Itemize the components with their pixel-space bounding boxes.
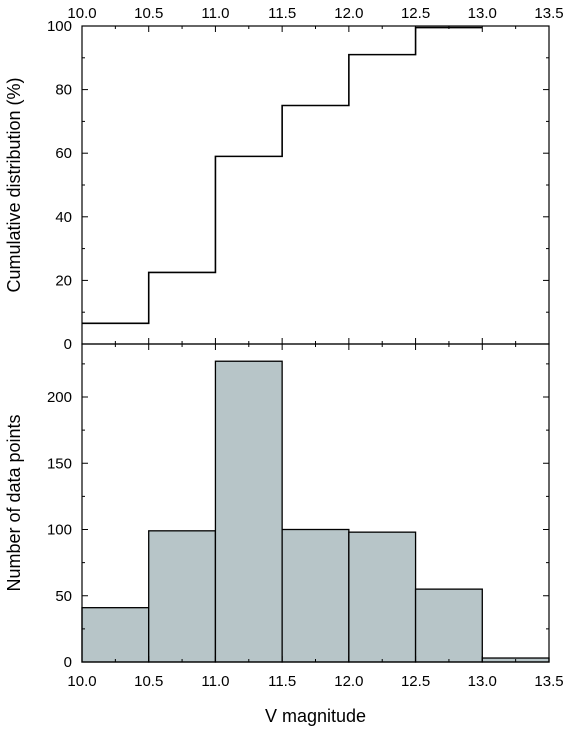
bottom-y-tick-label: 100 — [47, 522, 72, 539]
top-y-tick-label: 80 — [55, 82, 72, 99]
histogram-bar — [81, 607, 150, 663]
top-y-tick-label: 60 — [55, 145, 72, 162]
bottom-x-tick-label: 11.0 — [201, 673, 229, 690]
histogram-bar — [281, 528, 350, 663]
bottom-y-axis-title: Number of data points — [4, 414, 24, 591]
histogram-bar — [148, 530, 217, 663]
top-plot-frame — [81, 25, 550, 345]
top-x-tick-label: 13.5 — [534, 5, 563, 22]
top-y-tick-label: 20 — [55, 272, 72, 289]
histogram-bar — [348, 531, 417, 663]
cumulative-distribution-panel: 10.0 10.5 11.0 11.5 12.0 12.5 13.0 13.5 0 20 40 60 8… — [4, 5, 564, 353]
top-y-axis-title: Cumulative distribution (%) — [4, 77, 24, 292]
top-x-tick-label: 13.0 — [468, 5, 497, 22]
bottom-y-tick-label: 150 — [47, 455, 72, 472]
bottom-x-tick-label: 10.5 — [134, 673, 163, 690]
bottom-y-tick-label: 50 — [55, 588, 72, 605]
bottom-y-tick-label: 0 — [64, 654, 72, 671]
bottom-x-tick-label: 12.0 — [334, 673, 363, 690]
top-x-tick-label: 11.0 — [201, 5, 229, 22]
histogram-bar — [414, 588, 483, 663]
cumulative-step-line — [82, 26, 483, 325]
bottom-x-tick-label: 10.0 — [67, 673, 96, 690]
x-axis-title: V magnitude — [265, 706, 366, 726]
top-x-tick-label: 12.0 — [334, 5, 363, 22]
bottom-x-tick-label: 12.5 — [401, 673, 430, 690]
top-x-tick-label: 10.5 — [134, 5, 163, 22]
top-y-tick-label: 100 — [47, 18, 72, 35]
histogram-panel: 10.0 10.5 11.0 11.5 12.0 12.5 13.0 13.5 0 50 100 15… — [4, 343, 564, 726]
top-x-tick-label: 12.5 — [401, 5, 430, 22]
histogram-bar — [214, 360, 283, 663]
bottom-y-tick-label: 200 — [47, 389, 72, 406]
top-x-tick-label: 10.0 — [67, 5, 96, 22]
top-y-tick-label: 0 — [64, 336, 72, 353]
top-x-tick-label: 11.5 — [268, 5, 296, 22]
bottom-x-tick-label: 13.0 — [468, 673, 497, 690]
bottom-x-tick-label: 13.5 — [534, 673, 563, 690]
top-y-tick-label: 40 — [55, 209, 72, 226]
bottom-x-tick-label: 11.5 — [268, 673, 296, 690]
